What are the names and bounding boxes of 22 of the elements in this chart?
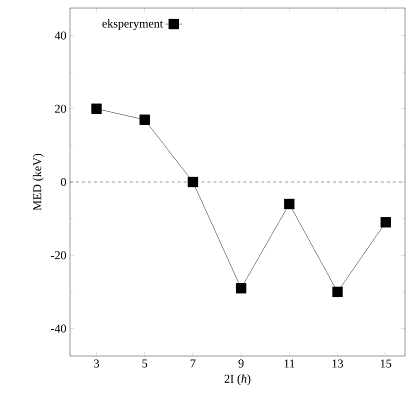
point [284,198,294,210]
point [236,283,246,294]
x-tick-label: 11 [284,360,294,368]
y-tick-label: -20 [50,251,66,260]
y-tick-label: 20 [55,104,66,113]
point [380,217,391,228]
x-tick-label: 15 [380,360,392,368]
point [332,286,343,298]
point [91,104,102,114]
point [188,176,198,188]
y-tick-label: -40 [50,324,66,333]
x-tick-label: 7 [190,360,196,368]
y-axis-title: MED (keV) [32,154,44,210]
x-tick-label: 3 [94,360,100,368]
x-tick-label: 13 [332,360,344,368]
y-tick-label: 0 [60,178,66,186]
legend-label: eksperyment [102,19,163,30]
x-tick-label: 5 [142,360,148,368]
x-axis-title: 2I (ħ) [224,374,250,386]
y-tick-label: 40 [54,31,66,40]
x-tick-label: 9 [238,360,244,368]
point [140,114,150,125]
